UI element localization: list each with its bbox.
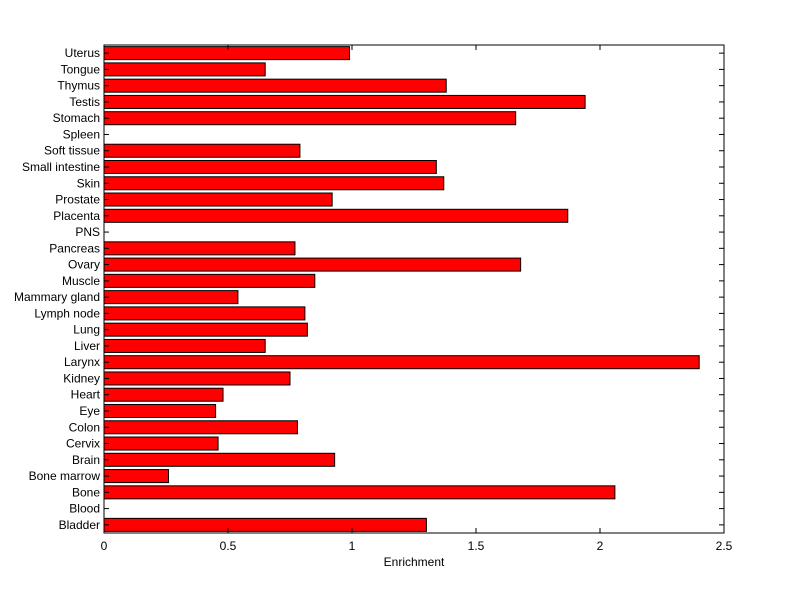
bar-skin xyxy=(103,176,445,191)
category-label-stomach: Stomach xyxy=(53,111,100,125)
bar-mammary-gland xyxy=(103,290,239,305)
x-tick-label-5: 2.5 xyxy=(716,539,733,553)
category-label-tongue: Tongue xyxy=(61,62,101,76)
category-label-small-intestine: Small intestine xyxy=(22,160,100,174)
category-label-muscle: Muscle xyxy=(62,274,100,288)
bar-thymus xyxy=(103,78,447,93)
bar-placenta xyxy=(103,208,569,223)
category-label-thymus: Thymus xyxy=(57,79,100,93)
category-labels: Uterus Tongue Thymus Testis Stomach Spleen Sof… xyxy=(14,46,101,532)
x-tick-labels: 0 0.5 1 1.5 2 2.5 xyxy=(101,539,733,553)
category-label-liver: Liver xyxy=(74,339,100,353)
category-label-lung: Lung xyxy=(73,323,100,337)
bar-larynx xyxy=(103,355,700,370)
bar-bone xyxy=(103,485,616,500)
bar-lymph-node xyxy=(103,306,306,321)
bar-brain xyxy=(103,452,336,467)
bar-heart xyxy=(103,387,224,402)
bar-bone-marrow xyxy=(103,469,169,484)
bar-small-intestine xyxy=(103,159,437,175)
bar-liver xyxy=(103,338,266,353)
category-label-bone: Bone xyxy=(72,485,100,499)
bar-prostate xyxy=(103,192,333,207)
category-label-uterus: Uterus xyxy=(65,46,100,60)
category-label-blood: Blood xyxy=(69,502,100,516)
category-label-placenta: Placenta xyxy=(53,209,100,223)
category-label-ovary: Ovary xyxy=(68,258,100,272)
bar-cervix xyxy=(103,436,219,451)
bar-bladder xyxy=(103,517,427,532)
x-tick-label-0: 0 xyxy=(101,539,108,553)
bar-lung xyxy=(103,322,308,337)
bar-eye xyxy=(103,403,217,419)
bar-ovary xyxy=(103,257,522,272)
category-label-pns: PNS xyxy=(75,225,100,239)
category-label-testis: Testis xyxy=(69,95,100,109)
bar-stomach xyxy=(103,111,517,126)
category-label-cervix: Cervix xyxy=(66,437,100,451)
category-label-larynx: Larynx xyxy=(64,355,100,369)
category-label-heart: Heart xyxy=(71,388,101,402)
category-label-spleen: Spleen xyxy=(63,127,100,141)
bar-soft-tissue xyxy=(103,143,301,158)
x-tick-label-2: 1 xyxy=(349,539,356,553)
bar-uterus xyxy=(103,46,351,61)
category-label-bone-marrow: Bone marrow xyxy=(29,469,101,483)
category-label-kidney: Kidney xyxy=(63,371,100,385)
category-label-pancreas: Pancreas xyxy=(49,241,100,255)
category-label-eye: Eye xyxy=(79,404,100,418)
category-label-colon: Colon xyxy=(69,420,100,434)
category-label-soft-tissue: Soft tissue xyxy=(44,144,100,158)
plot-area-frame xyxy=(103,44,725,534)
x-tick-label-4: 2 xyxy=(597,539,604,553)
category-label-mammary-gland: Mammary gland xyxy=(14,290,100,304)
bar-testis xyxy=(103,94,586,109)
category-label-brain: Brain xyxy=(72,453,100,467)
x-tick-label-1: 0.5 xyxy=(220,539,237,553)
category-label-lymph-node: Lymph node xyxy=(34,306,100,320)
category-label-bladder: Bladder xyxy=(59,518,100,532)
x-tick-label-3: 1.5 xyxy=(468,539,485,553)
bar-kidney xyxy=(103,371,291,386)
bars-layer xyxy=(103,46,700,532)
category-label-skin: Skin xyxy=(77,176,100,190)
bar-muscle xyxy=(103,273,316,288)
bar-colon xyxy=(103,420,298,435)
bar-tongue xyxy=(103,62,266,77)
bar-pancreas xyxy=(103,241,296,256)
ticks-layer xyxy=(103,45,725,533)
x-axis-label: Enrichment xyxy=(384,555,445,569)
category-label-prostate: Prostate xyxy=(55,193,100,207)
